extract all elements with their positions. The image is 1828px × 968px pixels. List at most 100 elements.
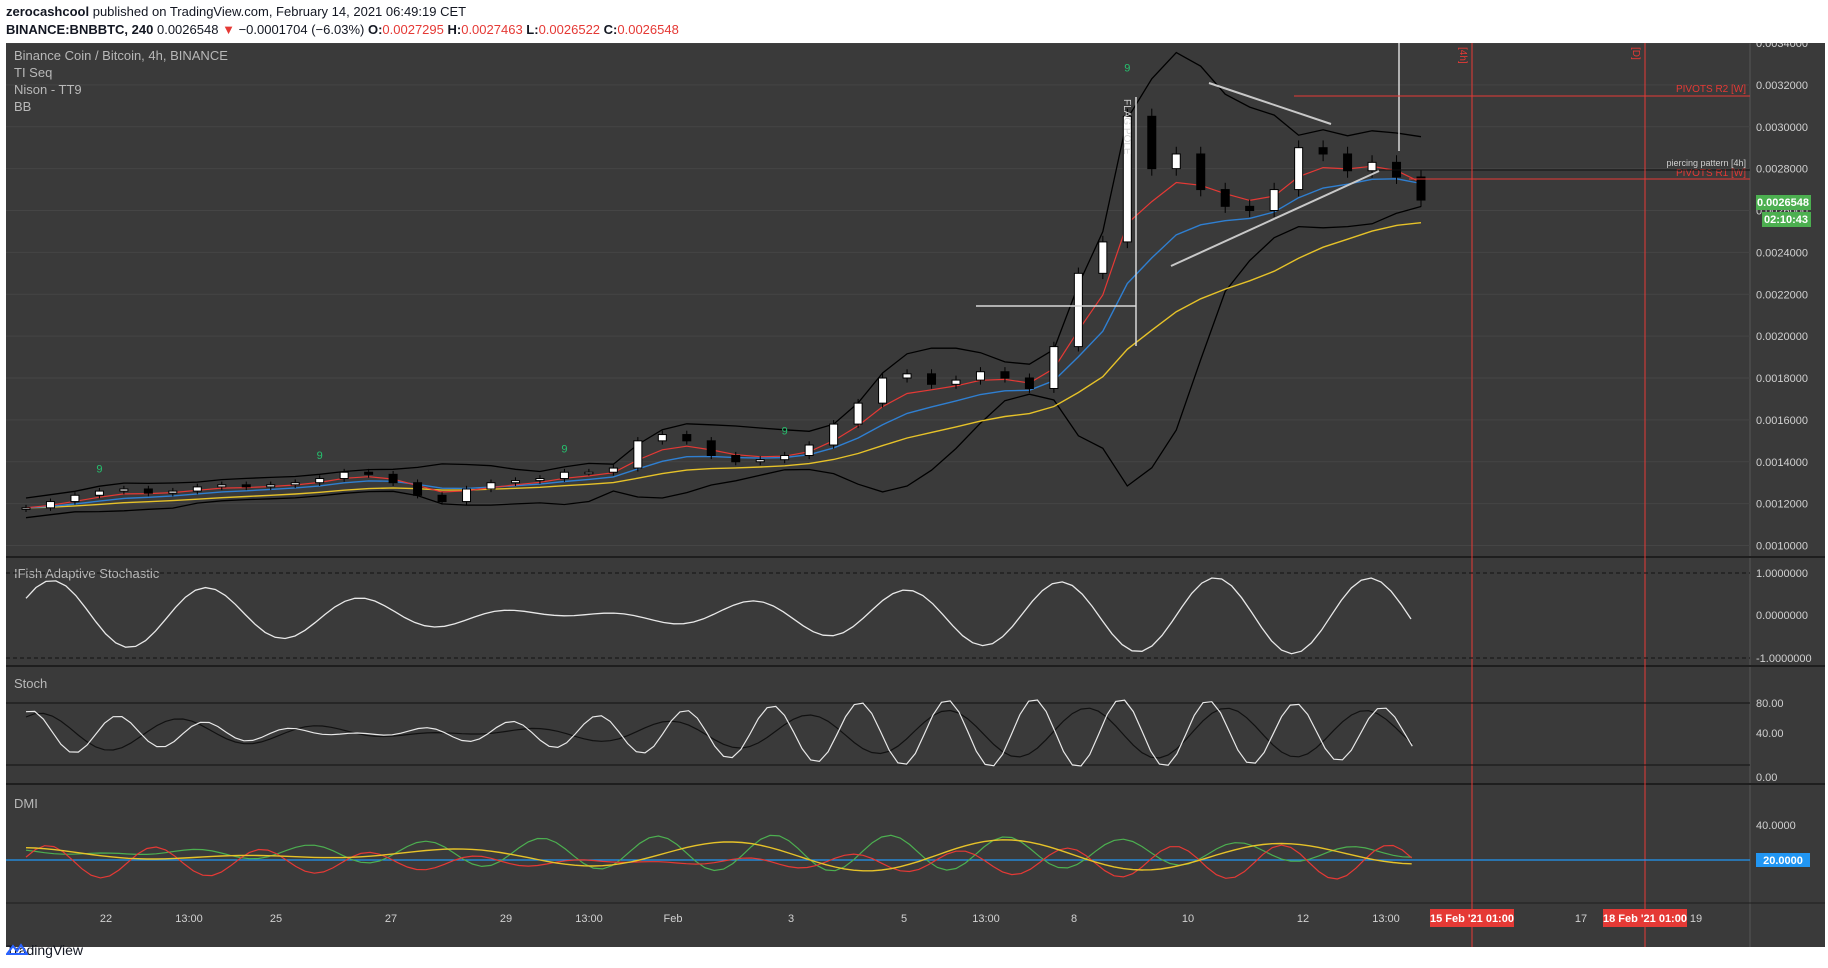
candle-body: [608, 467, 618, 473]
dmi-pane-bg[interactable]: [6, 785, 1750, 903]
candle-body: [70, 494, 80, 503]
candle-body: [1220, 189, 1230, 207]
down-arrow-icon: ▼: [222, 22, 235, 37]
candle-body: [657, 434, 667, 442]
price-tick-label: 0.0014000: [1756, 457, 1808, 469]
last-price: 0.0026548: [156, 22, 219, 37]
future-d-label: [D]: [1630, 47, 1641, 60]
candle-body: [1049, 346, 1059, 389]
candle-body: [1343, 153, 1353, 172]
candle-body: [364, 471, 374, 475]
low-label: L:: [526, 22, 539, 37]
price-tick-label: 0.0018000: [1756, 373, 1808, 385]
candle-body: [241, 484, 251, 488]
osc-tick-label: -1.0000000: [1756, 653, 1812, 665]
time-tick-label: 13:00: [175, 913, 203, 925]
time-tick-label: 8: [1071, 913, 1077, 925]
candle-body: [1098, 241, 1108, 274]
osc-tick-label: 0.0000000: [1756, 610, 1808, 622]
piercing-label: piercing pattern [4h]: [1666, 158, 1746, 168]
legend-ind2: Nison - TT9: [14, 82, 82, 97]
candle-body: [804, 444, 814, 456]
close-value: 0.0026548: [617, 22, 679, 37]
seq-nine-marker: 9: [317, 450, 323, 462]
osc-tick-label: 0.00: [1756, 772, 1777, 784]
dmi-tick-label: 20.0000: [1763, 855, 1803, 867]
candle-body: [1147, 115, 1157, 170]
candle-body: [1196, 153, 1206, 191]
symbol-label: BINANCE:BNBBTC, 240: [6, 22, 154, 37]
candle-body: [290, 482, 300, 486]
price-grid: [6, 43, 1750, 547]
legend-title: Binance Coin / Bitcoin, 4h, BINANCE: [14, 48, 228, 63]
dmi-20-tag: [1756, 853, 1810, 867]
time-tick-label: 5: [901, 913, 907, 925]
time-tick-label: 19: [1690, 913, 1702, 925]
candle-body: [682, 434, 692, 442]
countdown-text: 02:10:43: [1764, 214, 1808, 226]
candle-body: [1245, 205, 1255, 212]
candle-body: [902, 373, 912, 379]
ifish-axis: 1.0000000 0.0000000 -1.0000000: [1756, 568, 1812, 665]
low-value: 0.0026522: [538, 22, 601, 37]
tradingview-logo-icon: [6, 943, 28, 955]
price-axis-bg[interactable]: [1750, 43, 1825, 947]
price-pane-bg[interactable]: [6, 43, 1750, 556]
time-tick-label: 13:00: [1372, 913, 1400, 925]
pennant-lower-line: [1170, 170, 1380, 267]
candle-body: [1073, 272, 1083, 348]
candle-body: [168, 490, 178, 494]
candle-body: [119, 488, 129, 492]
dmi-label: DMI: [14, 796, 38, 811]
price-tag-bg: [1756, 195, 1811, 210]
candle-body: [1269, 189, 1279, 212]
chart-header: zerocashcool published on TradingView.co…: [6, 3, 679, 39]
candle-body: [755, 459, 765, 463]
time-flag-1-bg: [1430, 909, 1514, 927]
legend-ind1: TI Seq: [14, 65, 52, 80]
high-label: H:: [447, 22, 462, 37]
chart-svg[interactable]: 0.0034000 0.0032000 0.0030000 0.0028000 0.00…: [6, 43, 1825, 947]
open-label: O:: [367, 22, 383, 37]
time-flag-2: 18 Feb '21 01:00: [1603, 913, 1687, 925]
candle-body: [413, 482, 423, 496]
pennant-upper-line: [1208, 82, 1332, 125]
candle-body: [462, 488, 472, 503]
chart-area[interactable]: 0.0034000 0.0032000 0.0030000 0.0028000 0.00…: [6, 43, 1825, 947]
price-tag-text: 0.0026548: [1757, 197, 1809, 209]
candle-body: [510, 480, 520, 484]
ifish-pane-bg[interactable]: [6, 558, 1750, 665]
adx-line: [25, 839, 1412, 872]
countdown-bg: [1762, 212, 1811, 227]
candle-body: [584, 471, 594, 475]
time-tick-label: 3: [788, 913, 794, 925]
time-axis[interactable]: 22 13:00 25 27 29 13:00 Feb 3 5 13:00 8 10 12 13:00 17…: [100, 913, 1702, 925]
candle-body: [1122, 115, 1132, 243]
publisher-name: zerocashcool: [6, 4, 90, 19]
candle-body: [192, 486, 202, 492]
candle-body: [45, 501, 55, 509]
time-tick-label: Feb: [664, 913, 683, 925]
candle-body: [1171, 153, 1181, 170]
candle-body: [143, 488, 153, 494]
price-tick-label: 0.0010000: [1756, 541, 1808, 553]
legend-ind3: BB: [14, 99, 31, 114]
candle-body: [315, 478, 325, 484]
ema-slow-line: [25, 222, 1422, 509]
bb-upper-line: [25, 51, 1422, 499]
stoch-label: Stoch: [14, 676, 47, 691]
seq-nine-marker: 9: [561, 443, 567, 455]
candle-body: [975, 371, 985, 381]
footer-brand[interactable]: TradingView: [6, 942, 83, 958]
candle-body: [486, 482, 496, 490]
seq-nine-marker: 9: [782, 426, 788, 438]
time-tick-label: 29: [500, 913, 512, 925]
price-tick-label: 0.0030000: [1756, 122, 1808, 134]
candle-body: [94, 490, 104, 496]
time-tick-label: 27: [385, 913, 397, 925]
osc-tick-label: 1.0000000: [1756, 568, 1808, 580]
candle-body: [535, 478, 545, 482]
price-tick-label: 0.0028000: [1756, 164, 1808, 176]
price-tick-label: 0.0012000: [1756, 499, 1808, 511]
candle-body: [927, 373, 937, 385]
